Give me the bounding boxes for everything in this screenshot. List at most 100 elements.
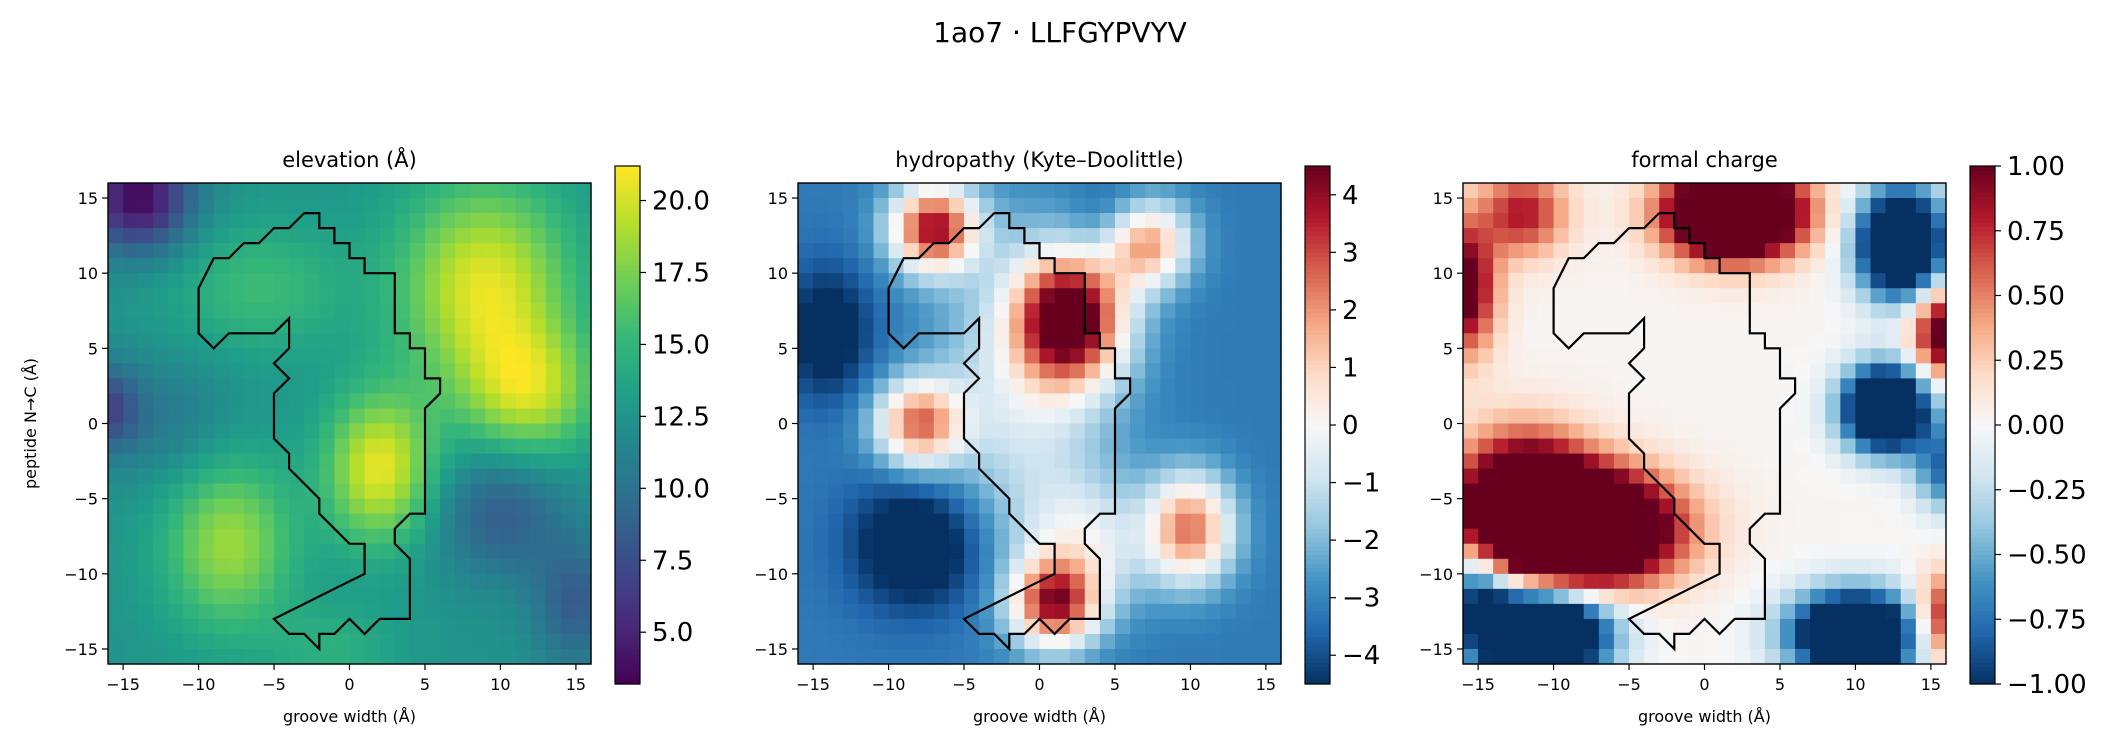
heatmap-cell [1190, 303, 1207, 319]
heatmap-cell [1870, 573, 1887, 590]
heatmap-cell [545, 513, 562, 530]
heatmap-cell [183, 273, 200, 289]
heatmap-cell [813, 258, 829, 274]
heatmap-cell [1493, 363, 1509, 380]
heatmap-cell [575, 543, 592, 560]
heatmap-cell [994, 498, 1010, 515]
colorbar-segment [1305, 170, 1330, 176]
heatmap-cell [1160, 543, 1176, 560]
heatmap-cell [1568, 363, 1585, 380]
heatmap-cell [1478, 588, 1494, 605]
heatmap-cell [1235, 303, 1252, 319]
heatmap-cell [364, 243, 381, 259]
heatmap-cell [560, 543, 577, 560]
heatmap-cell [349, 198, 366, 214]
heatmap-cell [198, 183, 215, 199]
heatmap-cell [1825, 213, 1841, 229]
heatmap-cell [828, 273, 844, 289]
panel-title: formal charge [1631, 148, 1778, 172]
heatmap-cell [933, 648, 950, 665]
heatmap-cell [1629, 198, 1645, 214]
heatmap-cell [1779, 633, 1796, 650]
colorbar-segment [1305, 446, 1330, 452]
heatmap-cell [1069, 258, 1086, 274]
heatmap-cell [440, 348, 456, 364]
heatmap-cell [304, 603, 320, 620]
colorbar-segment [1970, 299, 1995, 305]
heatmap-cell [575, 513, 592, 530]
heatmap-cell [455, 648, 471, 665]
heatmap-cell [289, 183, 305, 199]
heatmap-cell [1553, 558, 1570, 575]
heatmap-cell [1930, 468, 1947, 485]
colorbar-segment [1970, 170, 1995, 176]
heatmap-cell [123, 498, 139, 515]
heatmap-cell [1205, 588, 1222, 605]
heatmap-cell [560, 438, 577, 455]
heatmap-cell [545, 603, 562, 620]
heatmap-cell [1885, 363, 1902, 380]
heatmap-cell [1538, 513, 1555, 530]
heatmap-cell [1054, 378, 1071, 395]
heatmap-cell [228, 288, 245, 304]
heatmap-cell [1568, 348, 1585, 364]
heatmap-cell [1069, 603, 1086, 620]
colorbar-segment [615, 537, 640, 543]
heatmap-cell [1099, 228, 1116, 244]
heatmap-cell [1719, 258, 1736, 274]
heatmap-cell [1009, 528, 1025, 545]
heatmap-cell [153, 198, 169, 214]
heatmap-cell [843, 303, 859, 319]
heatmap-cell [424, 363, 441, 380]
colorbar-segment [1970, 563, 1995, 569]
y-tick-label: −15 [64, 640, 98, 659]
heatmap-cell [168, 588, 185, 605]
colorbar-segment [1970, 481, 1995, 487]
heatmap-cell [1265, 423, 1282, 440]
heatmap-cell [228, 453, 245, 470]
heatmap-cell [1265, 483, 1282, 500]
heatmap-cell [258, 198, 275, 214]
heatmap-cell [1054, 498, 1071, 515]
heatmap-cell [1009, 588, 1025, 605]
heatmap-cell [1190, 288, 1207, 304]
heatmap-cell [1613, 273, 1630, 289]
heatmap-cell [168, 618, 185, 635]
heatmap-cell [123, 348, 139, 364]
heatmap-cell [948, 498, 965, 515]
heatmap-cell [948, 513, 965, 530]
heatmap-cell [500, 648, 517, 665]
heatmap-cell [1508, 303, 1524, 319]
heatmap-cell [1553, 453, 1570, 470]
heatmap-cell [108, 333, 124, 349]
heatmap-cell [1779, 453, 1796, 470]
heatmap-cell [455, 558, 471, 575]
heatmap-cell [1659, 258, 1675, 274]
colorbar-segment [615, 178, 640, 184]
heatmap-cell [903, 483, 920, 500]
heatmap-cell [964, 483, 980, 500]
heatmap-cell [1674, 558, 1690, 575]
x-tick-label: −10 [1537, 675, 1571, 694]
heatmap-cell [228, 348, 245, 364]
x-tick-label: −5 [1617, 675, 1641, 694]
heatmap-cell [1915, 468, 1932, 485]
colorbar-segment [1970, 627, 1995, 633]
heatmap-cell [1930, 498, 1947, 515]
heatmap-cell [1900, 228, 1917, 244]
heatmap-cell [424, 468, 441, 485]
heatmap-cell [979, 318, 995, 334]
colorbar-segment [1305, 619, 1330, 625]
heatmap-cell [843, 183, 859, 199]
heatmap-cell [1659, 183, 1675, 199]
heatmap-cell [575, 348, 592, 364]
heatmap-cell [1084, 483, 1101, 500]
heatmap-cell [1024, 603, 1041, 620]
heatmap-cell [828, 483, 844, 500]
heatmap-cell [108, 528, 124, 545]
heatmap-cell [168, 648, 185, 665]
heatmap-cell [798, 573, 814, 590]
colorbar-segment [1970, 381, 1995, 387]
heatmap-cell [918, 183, 935, 199]
heatmap-cell [903, 558, 920, 575]
